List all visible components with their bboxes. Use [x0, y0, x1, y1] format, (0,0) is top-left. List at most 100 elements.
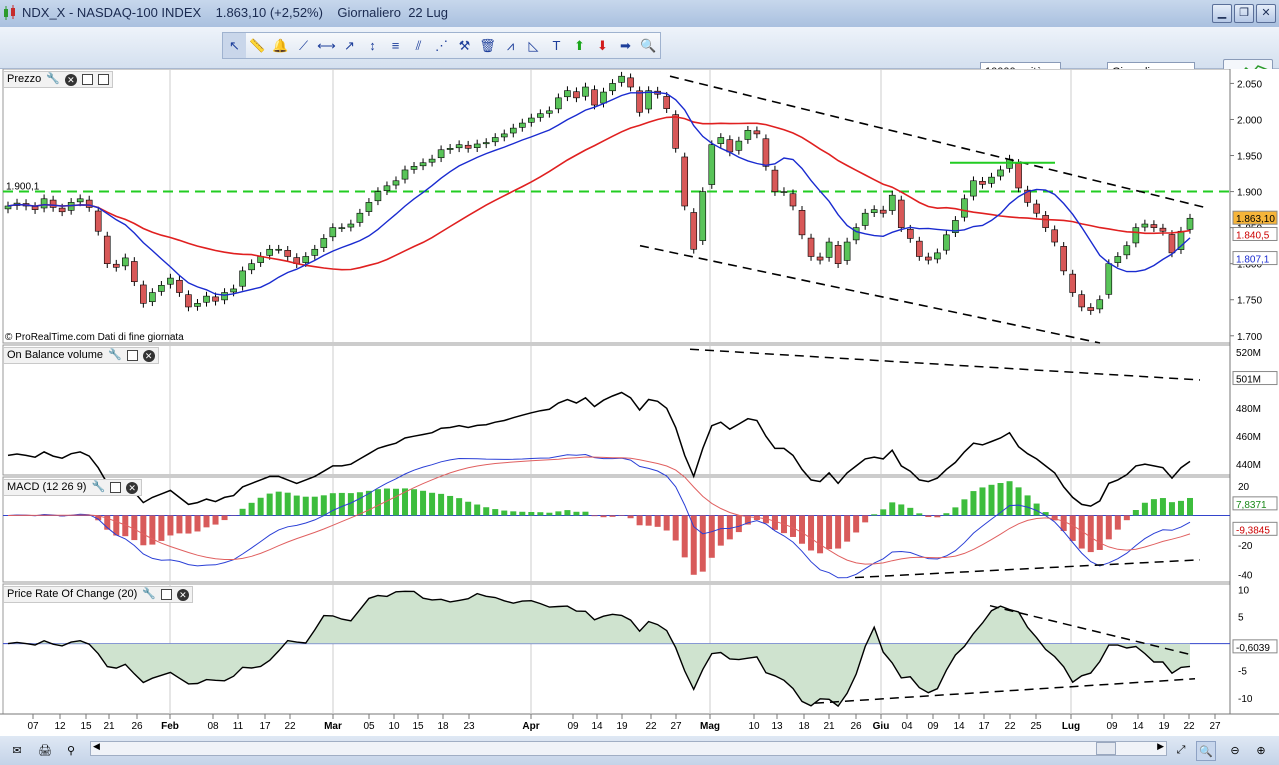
macd-pane-header: MACD (12 26 9) 🔧 ✕ — [3, 479, 143, 496]
candle-body — [1015, 163, 1022, 189]
window-pane-icon[interactable] — [97, 74, 109, 85]
macd-histogram-bar — [1024, 495, 1031, 516]
close-pane-icon[interactable]: ✕ — [64, 73, 77, 86]
candle-body — [1123, 245, 1131, 256]
close-pane-icon[interactable]: ✕ — [176, 588, 189, 601]
candle-body — [726, 139, 734, 153]
candle-body — [925, 256, 932, 261]
macd-histogram-bar — [889, 502, 896, 516]
ray-tool-icon[interactable]: ↗ — [344, 37, 355, 53]
candle-body — [103, 235, 111, 264]
candle-body — [546, 110, 553, 114]
candle-body — [708, 144, 716, 185]
rise-pattern-tool-icon[interactable]: ⩘ — [506, 37, 515, 53]
macd-histogram-bar — [1123, 515, 1130, 521]
price-y-tick-label: 2.050 — [1237, 79, 1262, 90]
scroll-right-icon[interactable]: ▶ — [1157, 741, 1164, 751]
macd-histogram-bar — [510, 511, 517, 516]
x-tick-label: 15 — [80, 721, 92, 732]
candle-body — [744, 129, 752, 140]
macd-histogram-bar — [402, 488, 409, 516]
mail-icon[interactable]: ✉ — [12, 744, 22, 757]
settings-tool-icon[interactable]: ⚒ — [458, 37, 471, 53]
alarm-bell-tool-icon[interactable]: 🔔 — [272, 37, 289, 53]
scroll-left-icon[interactable]: ◀ — [93, 741, 100, 751]
macd-histogram-bar — [1069, 515, 1076, 541]
macd-histogram-bar — [573, 511, 580, 516]
wrench-icon[interactable]: 🔧 — [46, 73, 60, 85]
price-y-tick-label: 2.000 — [1237, 115, 1262, 126]
macd-histogram-bar — [1078, 515, 1085, 549]
zoom-tool-icon[interactable]: 🔍 — [640, 37, 657, 53]
macd-histogram-bar — [293, 495, 300, 516]
candle-body — [753, 130, 761, 135]
close-pane-icon[interactable]: ✕ — [126, 481, 139, 494]
delete-tool-icon[interactable]: 🗑 — [479, 37, 496, 53]
macd-histogram-bar — [140, 515, 147, 546]
zoom-auto-icon[interactable]: 🔍 — [1196, 741, 1216, 761]
zoom-out-icon[interactable]: ⊖ — [1230, 744, 1240, 757]
candle-body — [690, 212, 698, 250]
x-tick-label: 12 — [54, 721, 66, 732]
close-pane-icon[interactable]: ✕ — [142, 349, 155, 362]
window-pane-icon[interactable] — [160, 589, 172, 600]
zoom-fit-icon[interactable]: ⤢ — [1176, 743, 1186, 756]
channel-tool-icon[interactable]: ⫽ — [415, 37, 422, 53]
close-button[interactable]: ✕ — [1256, 4, 1276, 23]
restore-button[interactable]: ❐ — [1234, 4, 1254, 23]
toolbar: ↖📏🔔⟋⟷↗↕≡⫽⋰⚒🗑⩘◺T⬆⬇➡🔍 10000 unità▼ Giornal… — [0, 27, 1279, 87]
window-pane-icon[interactable] — [81, 74, 93, 85]
macd-histogram-bar — [609, 515, 616, 517]
macd-histogram-bar — [979, 487, 986, 516]
candle-body — [76, 198, 84, 203]
right-arrow-tool-icon[interactable]: ➡ — [620, 37, 631, 53]
macd-histogram-bar — [302, 496, 309, 516]
scrollbar-thumb[interactable] — [1096, 742, 1116, 755]
x-tick-label: 26 — [850, 721, 862, 732]
ruler-tool-icon[interactable]: 📏 — [249, 37, 266, 53]
pointer-tool-icon[interactable]: ↖ — [223, 33, 246, 58]
x-tick-label: Apr — [522, 721, 539, 732]
minimize-button[interactable]: ▁ — [1212, 4, 1232, 23]
text-tool-icon[interactable]: T — [552, 38, 561, 53]
x-tick-label: 13 — [771, 721, 783, 732]
candle-body — [356, 212, 364, 223]
fan-tool-icon[interactable]: ⋰ — [435, 37, 448, 53]
candle-body — [897, 199, 905, 228]
zoom-in-icon[interactable]: ⊕ — [1256, 744, 1266, 757]
x-tick-label: 09 — [927, 721, 939, 732]
macd-histogram-bar — [1033, 503, 1040, 516]
horizontal-line-tool-icon[interactable]: ⟷ — [317, 37, 336, 53]
macd-histogram-bar — [429, 492, 436, 516]
binoculars-icon[interactable]: ⚲ — [66, 744, 76, 757]
window-pane-icon[interactable] — [110, 482, 122, 493]
candle-body — [816, 256, 824, 261]
obv-y-tick-label: 520M — [1236, 348, 1261, 359]
macd-histogram-bar — [988, 484, 995, 516]
chart-area[interactable]: 07 12 15 21 26 Feb 08 11 17 22 Mar 05 10 15 18 23 Apr 09 1… — [0, 68, 1279, 736]
x-tick-label: 19 — [1158, 721, 1170, 732]
ma-red-badge: 1.840,5 — [1236, 230, 1270, 241]
vertical-line-tool-icon[interactable]: ↕ — [369, 38, 376, 53]
macd-histogram-bar — [1060, 515, 1067, 531]
macd-histogram-bar — [392, 488, 399, 516]
macd-histogram-bar — [600, 515, 607, 518]
macd-histogram-bar — [1168, 502, 1175, 516]
candle-body — [1051, 229, 1058, 243]
sell-arrow-tool-icon[interactable]: ⬇ — [597, 37, 608, 53]
candle-body — [347, 223, 355, 228]
macd-signal-badge-bg — [1232, 521, 1278, 536]
candle-body — [40, 198, 48, 209]
horizontal-scrollbar[interactable]: ◀ ▶ — [90, 741, 1167, 756]
wrench-icon[interactable]: 🔧 — [142, 588, 156, 600]
trendline-tool-icon[interactable]: ⟋ — [298, 37, 309, 53]
candle-body — [149, 292, 156, 303]
wrench-icon[interactable]: 🔧 — [108, 349, 122, 361]
fibonacci-tool-icon[interactable]: ≡ — [391, 38, 400, 53]
window-pane-icon[interactable] — [126, 350, 138, 361]
wrench-icon[interactable]: 🔧 — [91, 481, 106, 493]
buy-arrow-tool-icon[interactable]: ⬆ — [574, 37, 585, 53]
triangle-pattern-tool-icon[interactable]: ◺ — [528, 37, 539, 53]
print-icon[interactable]: 🖨 — [38, 744, 52, 757]
chart-canvas[interactable]: 07 12 15 21 26 Feb 08 11 17 22 Mar 05 10 15 18 23 Apr 09 1… — [0, 68, 1279, 736]
